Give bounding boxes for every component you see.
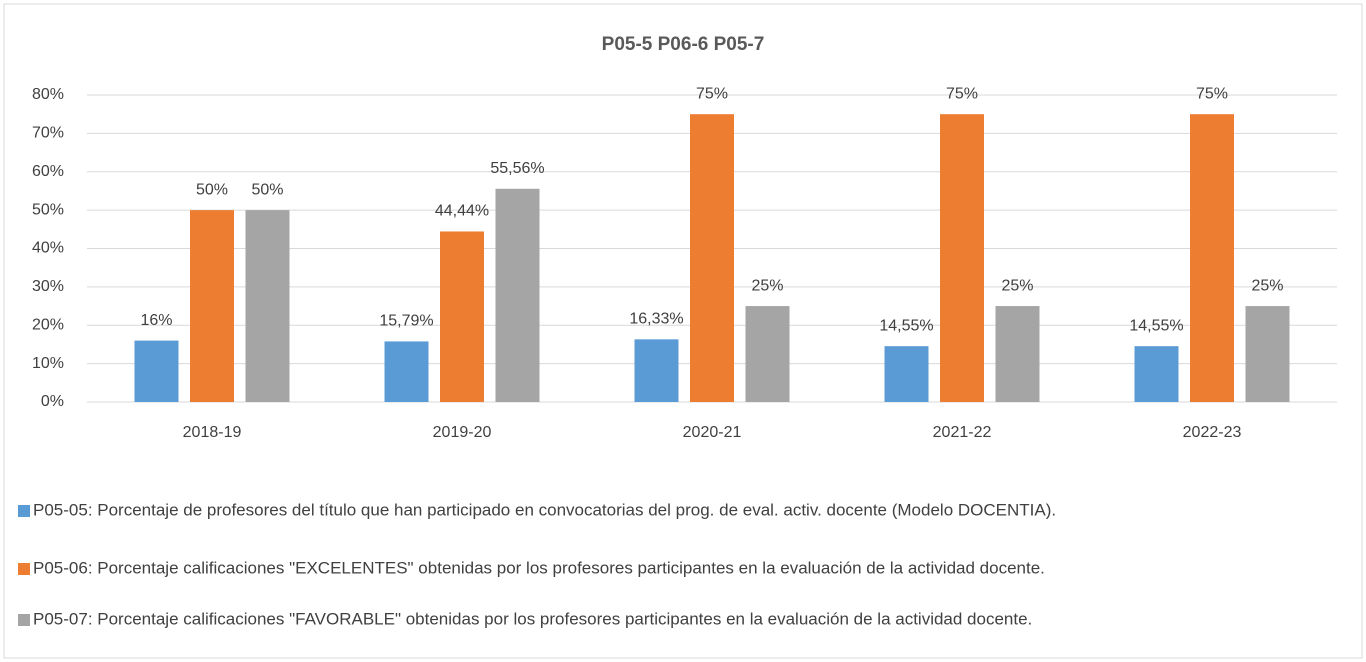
- bar: [384, 341, 429, 402]
- x-tick-label: 2018-19: [183, 424, 242, 441]
- data-label: 25%: [751, 277, 783, 294]
- y-tick-label: 40%: [32, 240, 64, 257]
- chart-title: P05-5 P06-6 P05-7: [602, 34, 765, 55]
- bar: [440, 231, 484, 402]
- data-label: 50%: [251, 181, 283, 198]
- y-tick-label: 80%: [32, 86, 64, 103]
- y-tick-label: 20%: [32, 316, 64, 333]
- y-tick-label: 70%: [32, 125, 64, 142]
- data-label: 75%: [696, 85, 728, 102]
- data-label: 16%: [140, 312, 172, 329]
- y-tick-label: 30%: [32, 278, 64, 295]
- x-tick-label: 2021-22: [933, 424, 992, 441]
- y-tick-label: 0%: [41, 393, 64, 410]
- data-label: 75%: [1196, 85, 1228, 102]
- data-label: 15,79%: [379, 313, 433, 330]
- data-label: 25%: [1001, 277, 1033, 294]
- legend-label: P05-05: Porcentaje de profesores del tít…: [33, 500, 1056, 519]
- bar: [634, 339, 679, 402]
- y-tick-label: 50%: [32, 201, 64, 218]
- x-tick-label: 2020-21: [683, 424, 742, 441]
- bar: [884, 346, 929, 402]
- bar: [134, 340, 179, 402]
- x-tick-label: 2022-23: [1183, 424, 1242, 441]
- bar: [745, 306, 790, 402]
- data-label: 14,55%: [879, 317, 933, 334]
- y-tick-label: 60%: [32, 163, 64, 180]
- bar: [495, 188, 540, 402]
- legend-label: P05-07: Porcentaje calificaciones "FAVOR…: [33, 609, 1032, 628]
- data-label: 75%: [946, 85, 978, 102]
- bar: [1134, 346, 1179, 402]
- legend-swatch: [18, 614, 30, 626]
- data-label: 55,56%: [490, 160, 544, 177]
- data-label: 25%: [1251, 277, 1283, 294]
- bar: [1190, 114, 1234, 402]
- data-label: 50%: [196, 181, 228, 198]
- y-tick-label: 10%: [32, 355, 64, 372]
- data-label: 44,44%: [435, 203, 489, 220]
- x-tick-label: 2019-20: [433, 424, 492, 441]
- legend-swatch: [18, 505, 30, 517]
- bar: [995, 306, 1040, 402]
- bar: [1245, 306, 1290, 402]
- legend-label: P05-06: Porcentaje calificaciones "EXCEL…: [33, 558, 1045, 577]
- data-label: 16,33%: [629, 311, 683, 328]
- bar: [940, 114, 984, 402]
- data-label: 14,55%: [1129, 317, 1183, 334]
- bar: [245, 210, 290, 402]
- legend-swatch: [18, 563, 30, 575]
- bar: [690, 114, 734, 402]
- bar: [190, 210, 234, 402]
